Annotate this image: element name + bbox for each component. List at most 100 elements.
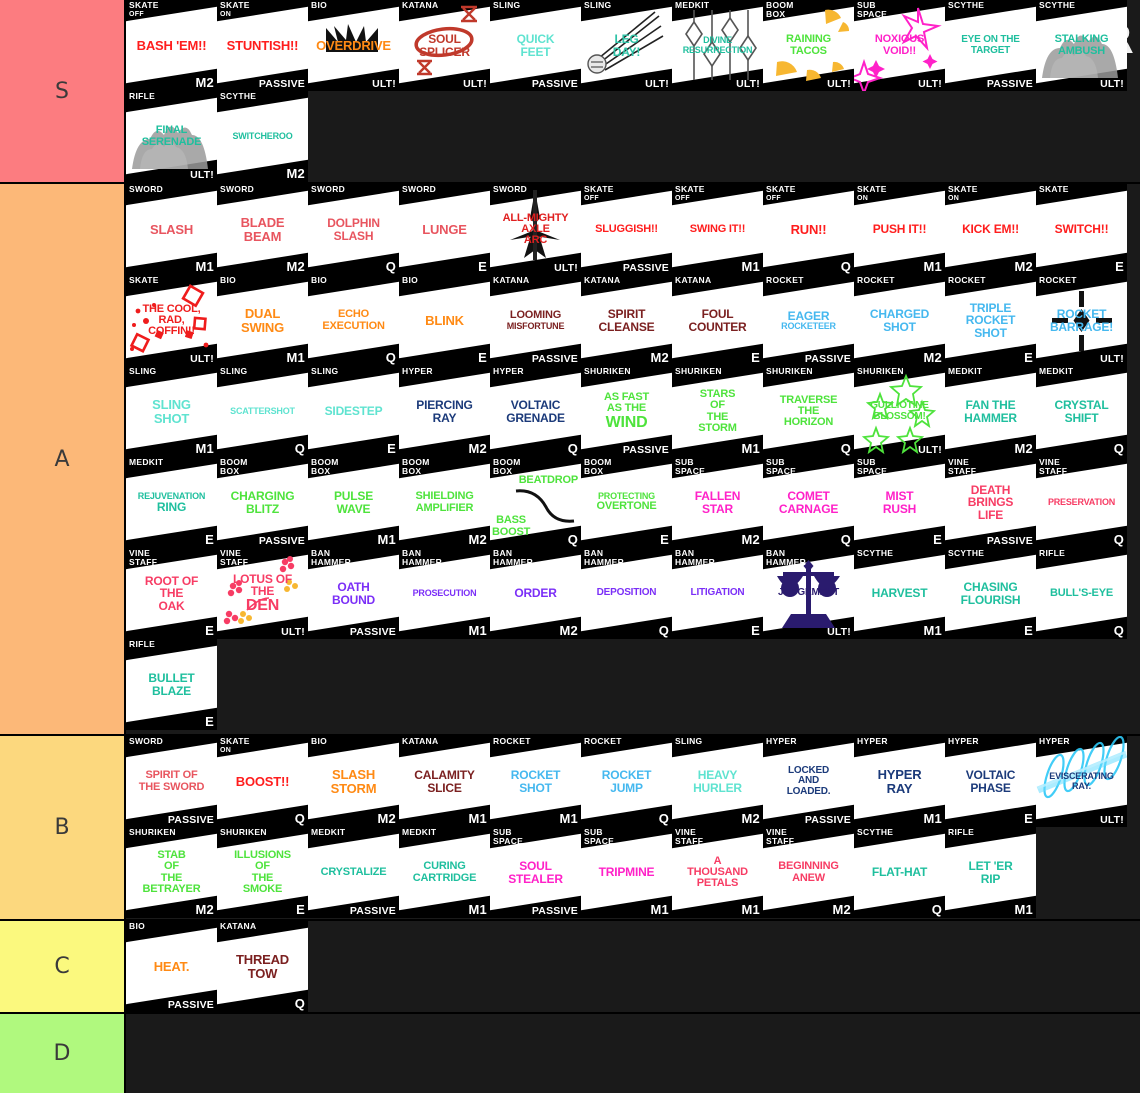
tier-card[interactable]: SWORD ALL-MIGHTY AXLE ARC ULT! — [490, 184, 581, 275]
tier-card[interactable]: SWORD SPIRIT OF THE SWORD PASSIVE — [126, 736, 217, 827]
tier-card[interactable]: KATANA FOUL COUNTER E — [672, 275, 763, 366]
tier-card[interactable]: KATANA SOUL SPLICER ULT! — [399, 0, 490, 91]
tier-card[interactable]: SHURIKEN TRAVERSE THE HORIZON Q — [763, 366, 854, 457]
tier-card[interactable]: BAN HAMMER LITIGATION E — [672, 548, 763, 639]
tier-card[interactable]: ROCKET ROCKET JUMP Q — [581, 736, 672, 827]
tier-card[interactable]: SKATE SWITCH!! E — [1036, 184, 1127, 275]
tier-card[interactable]: MEDKIT CRYSTAL SHIFT Q — [1036, 366, 1127, 457]
tier-card[interactable]: SKATE OFF BASH 'EM!! M2 — [126, 0, 217, 91]
tier-card[interactable]: SLING LEG DAY! ULT! — [581, 0, 672, 91]
tier-card[interactable]: SHURIKEN ILLUSIONS OF THE SMOKE E — [217, 827, 308, 918]
tier-card[interactable]: HYPER LOCKED AND LOADED. PASSIVE — [763, 736, 854, 827]
tier-card[interactable]: BAN HAMMER PROSECUTION M1 — [399, 548, 490, 639]
tier-label-s[interactable]: S — [0, 0, 126, 182]
tier-card[interactable]: BOOM BOX SHIELDING AMPLIFIER M2 — [399, 457, 490, 548]
tier-card[interactable]: SLING HEAVY HURLER M2 — [672, 736, 763, 827]
tier-card[interactable]: BAN HAMMER JUDGEMENT ULT! — [763, 548, 854, 639]
tier-label-c[interactable]: C — [0, 921, 126, 1012]
tier-card[interactable]: KATANA CALAMITY SLICE M1 — [399, 736, 490, 827]
tier-card[interactable]: SUB SPACE COMET CARNAGE Q — [763, 457, 854, 548]
tier-card[interactable]: SKATE OFF RUN!! Q — [763, 184, 854, 275]
tier-card[interactable]: SWORD LUNGE E — [399, 184, 490, 275]
tier-card[interactable]: SKATE ON BOOST!! Q — [217, 736, 308, 827]
tier-card[interactable]: VINE STAFF PRESERVATION Q — [1036, 457, 1127, 548]
tier-card[interactable]: SLING SCATTERSHOT Q — [217, 366, 308, 457]
tier-card[interactable]: KATANA SPIRIT CLEANSE M2 — [581, 275, 672, 366]
tier-card[interactable]: SUB SPACE FALLEN STAR M2 — [672, 457, 763, 548]
card-weapon-label: BAN HAMMER — [766, 548, 807, 567]
tier-card[interactable]: VINE STAFF A THOUSAND PETALS M1 — [672, 827, 763, 918]
tier-card[interactable]: HYPER PIERCING RAY M2 — [399, 366, 490, 457]
tier-card[interactable]: SCYTHE FLAT-HAT Q — [854, 827, 945, 918]
tier-card[interactable]: BIO ECHO EXECUTION Q — [308, 275, 399, 366]
tier-card[interactable]: BIO OVERDRIVE ULT! — [308, 0, 399, 91]
tier-card[interactable]: VINE STAFF LOTUS OF THE DEN ULT! — [217, 548, 308, 639]
tier-card[interactable]: SWORD DOLPHIN SLASH Q — [308, 184, 399, 275]
tier-card[interactable]: MEDKIT REJUVENATION RING E — [126, 457, 217, 548]
tier-card[interactable]: SUB SPACE NOXIOUS VOID!! ULT! — [854, 0, 945, 91]
tier-card[interactable]: MEDKIT CURING CARTRIDGE M1 — [399, 827, 490, 918]
tier-card[interactable]: SCYTHE EYE ON THE TARGET PASSIVE — [945, 0, 1036, 91]
tier-card[interactable]: SLING SIDESTEP E — [308, 366, 399, 457]
tier-card[interactable]: KATANA LOOMING MISFORTUNE PASSIVE — [490, 275, 581, 366]
tier-card[interactable]: SKATE THE COOL, RAD, COFFIN!! ULT! — [126, 275, 217, 366]
tier-card[interactable]: RIFLE FINAL SERENADE ULT! — [126, 91, 217, 182]
tier-card[interactable]: SKATE OFF SWING IT!! M1 — [672, 184, 763, 275]
tier-card[interactable]: SCYTHE HARVEST M1 — [854, 548, 945, 639]
tier-card[interactable]: SHURIKEN STAB OF THE BETRAYER M2 — [126, 827, 217, 918]
tier-card[interactable]: VINE STAFF BEGINNING ANEW M2 — [763, 827, 854, 918]
tier-card[interactable]: VINE STAFF DEATH BRINGS LIFE PASSIVE — [945, 457, 1036, 548]
tier-card[interactable]: KATANA THREAD TOW Q — [217, 921, 308, 1012]
tier-card[interactable]: BAN HAMMER OATH BOUND PASSIVE — [308, 548, 399, 639]
tier-card[interactable]: BOOM BOX CHARGING BLITZ PASSIVE — [217, 457, 308, 548]
tier-card[interactable]: HYPER VOLTAIC GRENADE Q — [490, 366, 581, 457]
tier-card[interactable]: RIFLE BULL'S-EYE Q — [1036, 548, 1127, 639]
tier-card[interactable]: BOOM BOX PROTECTING OVERTONE E — [581, 457, 672, 548]
tier-card[interactable]: SHURIKEN STARS OF THE STORM M1 — [672, 366, 763, 457]
tier-card[interactable]: SLING SLING SHOT M1 — [126, 366, 217, 457]
tier-card[interactable]: BOOM BOX RAINING TACOS ULT! — [763, 0, 854, 91]
tier-card[interactable]: HYPER HYPER RAY M1 — [854, 736, 945, 827]
tier-card[interactable]: MEDKIT DIVINE RESURRECTION ULT! — [672, 0, 763, 91]
tier-card[interactable]: SUB SPACE SOUL STEALER PASSIVE — [490, 827, 581, 918]
tier-card[interactable]: BAN HAMMER DEPOSITION Q — [581, 548, 672, 639]
tier-card[interactable]: RIFLE LET 'ER RIP M1 — [945, 827, 1036, 918]
tier-card[interactable]: ROCKET CHARGED SHOT M2 — [854, 275, 945, 366]
tier-card[interactable]: MEDKIT FAN THE HAMMER M2 — [945, 366, 1036, 457]
tier-card[interactable]: SKATE ON STUNTISH!! PASSIVE — [217, 0, 308, 91]
tier-card[interactable]: SUB SPACE TRIPMINE M1 — [581, 827, 672, 918]
tier-card[interactable]: MEDKIT CRYSTALIZE PASSIVE — [308, 827, 399, 918]
tier-card[interactable]: SUB SPACE MIST RUSH E — [854, 457, 945, 548]
tier-label-a[interactable]: A — [0, 184, 126, 734]
tier-card[interactable]: BOOM BOX BASS BOOST BEAT DROP Q — [490, 457, 581, 548]
tier-card[interactable]: BIO SLASH STORM M2 — [308, 736, 399, 827]
tier-cards-d — [126, 1014, 1140, 1093]
tier-card[interactable]: HYPER EVISCERATING RAY. ULT! — [1036, 736, 1127, 827]
tier-card[interactable]: ROCKET EAGER ROCKETEER PASSIVE — [763, 275, 854, 366]
tier-card[interactable]: ROCKET ROCKET BARRAGE! ULT! — [1036, 275, 1127, 366]
tier-card[interactable]: BIO BLINK E — [399, 275, 490, 366]
tier-card[interactable]: ROCKET TRIPLE ROCKET SHOT E — [945, 275, 1036, 366]
tier-card[interactable]: SLING QUICK FEET PASSIVE — [490, 0, 581, 91]
tier-card[interactable]: BIO DUAL SWING M1 — [217, 275, 308, 366]
tier-card[interactable]: BOOM BOX PULSE WAVE M1 — [308, 457, 399, 548]
tier-card[interactable]: SWORD BLADE BEAM M2 — [217, 184, 308, 275]
tier-card[interactable]: SKATE OFF SLUGGISH!! PASSIVE — [581, 184, 672, 275]
tier-card[interactable]: SKATE ON KICK EM!! M2 — [945, 184, 1036, 275]
tier-card[interactable]: HYPER VOLTAIC PHASE E — [945, 736, 1036, 827]
tier-card[interactable]: SHURIKEN AS FAST AS THE WIND PASSIVE — [581, 366, 672, 457]
tier-card[interactable]: BAN HAMMER ORDER M2 — [490, 548, 581, 639]
tier-label-d[interactable]: D — [0, 1014, 126, 1093]
tier-card[interactable]: VINE STAFF ROOT OF THE OAK E — [126, 548, 217, 639]
tier-card[interactable]: RIFLE BULLET BLAZE E — [126, 639, 217, 730]
tier-card[interactable]: SWORD SLASH M1 — [126, 184, 217, 275]
card-key-label: M2 — [468, 441, 487, 456]
tier-label-b[interactable]: B — [0, 736, 126, 919]
tier-card[interactable]: BIO HEAT. PASSIVE — [126, 921, 217, 1012]
tier-card[interactable]: ROCKET ROCKET SHOT M1 — [490, 736, 581, 827]
tier-card[interactable]: SCYTHE STALKING AMBUSH ULT! — [1036, 0, 1127, 91]
tier-card[interactable]: SCYTHE SWITCHEROO M2 — [217, 91, 308, 182]
tier-card[interactable]: SCYTHE CHASING FLOURISH E — [945, 548, 1036, 639]
tier-card[interactable]: SHURIKEN GULLIOTINE BLOSSOM! ULT! — [854, 366, 945, 457]
tier-card[interactable]: SKATE ON PUSH IT!! M1 — [854, 184, 945, 275]
